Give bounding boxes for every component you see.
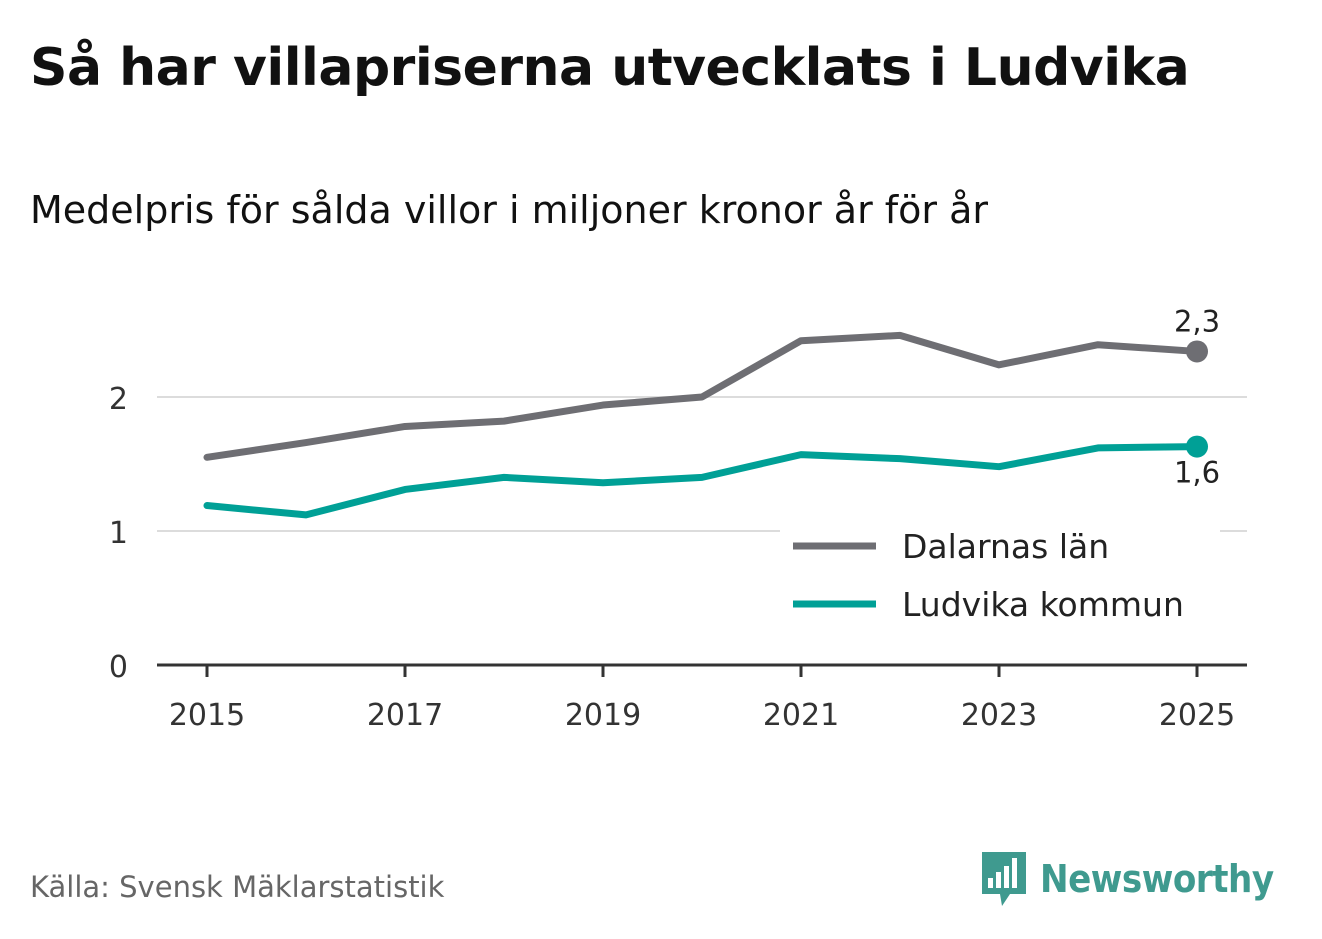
brand-name: Newsworthy (1040, 857, 1274, 901)
legend-label-1: Ludvika kommun (902, 585, 1184, 624)
x-tick-label-2019: 2019 (565, 698, 641, 733)
x-tick-label-2017: 2017 (367, 698, 443, 733)
y-tick-label-2: 2 (109, 382, 128, 417)
x-tick-label-2023: 2023 (961, 698, 1037, 733)
series-line-1 (203, 443, 1201, 519)
series-line-0 (203, 331, 1201, 461)
series-end-label-0: 2,3 (1174, 304, 1220, 338)
series-end-dot-1 (1186, 435, 1208, 458)
chart-title: Så har villapriserna utvecklats i Ludvik… (30, 38, 1190, 98)
y-tick-label-0: 0 (109, 650, 128, 685)
newsworthy-logo-icon (982, 852, 1026, 906)
x-tick-label-2025: 2025 (1159, 698, 1235, 733)
x-tick-label-2015: 2015 (169, 698, 245, 733)
x-tick-label-2021: 2021 (763, 698, 839, 733)
brand: Newsworthy (980, 850, 1274, 908)
series-end-label-1: 1,6 (1174, 456, 1220, 490)
y-tick-label-1: 1 (109, 516, 128, 551)
series-end-dot-0 (1186, 340, 1208, 363)
chart-subtitle: Medelpris för sålda villor i miljoner kr… (30, 188, 989, 232)
source-note: Källa: Svensk Mäklarstatistik (30, 870, 445, 904)
legend-label-0: Dalarnas län (902, 527, 1109, 566)
